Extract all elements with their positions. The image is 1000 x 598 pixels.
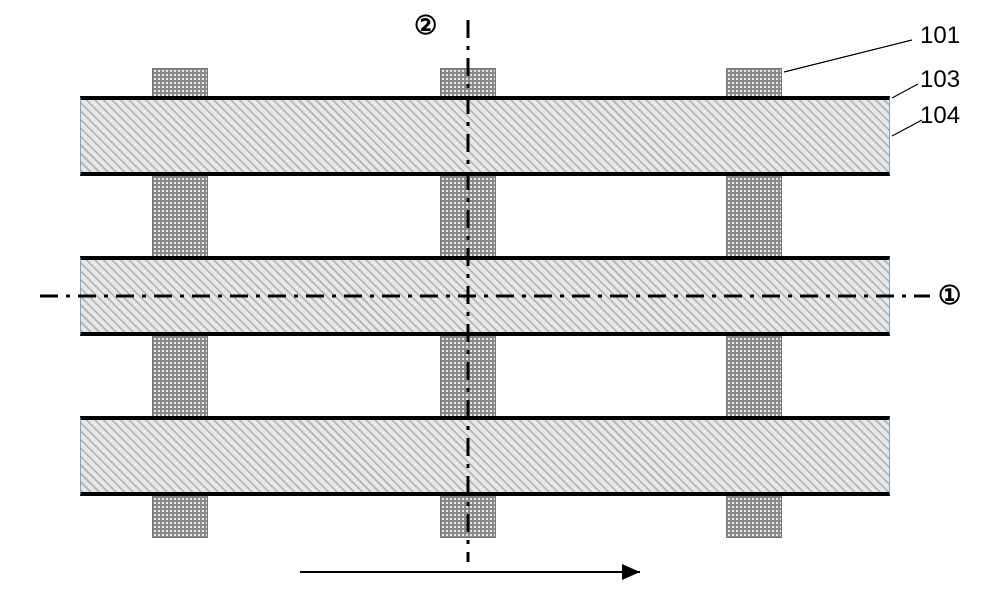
horizontal-bar-1 [80,96,890,176]
marker-1: ① [938,280,961,311]
horizontal-bar-2 [80,256,890,336]
label-103: 103 [920,66,960,94]
horizontal-bar-3 [80,416,890,496]
label-101: 101 [920,22,960,50]
marker-2: ② [414,10,437,41]
label-104: 104 [920,102,960,130]
diagram-canvas: ② 101 103 104 ① [0,0,1000,598]
